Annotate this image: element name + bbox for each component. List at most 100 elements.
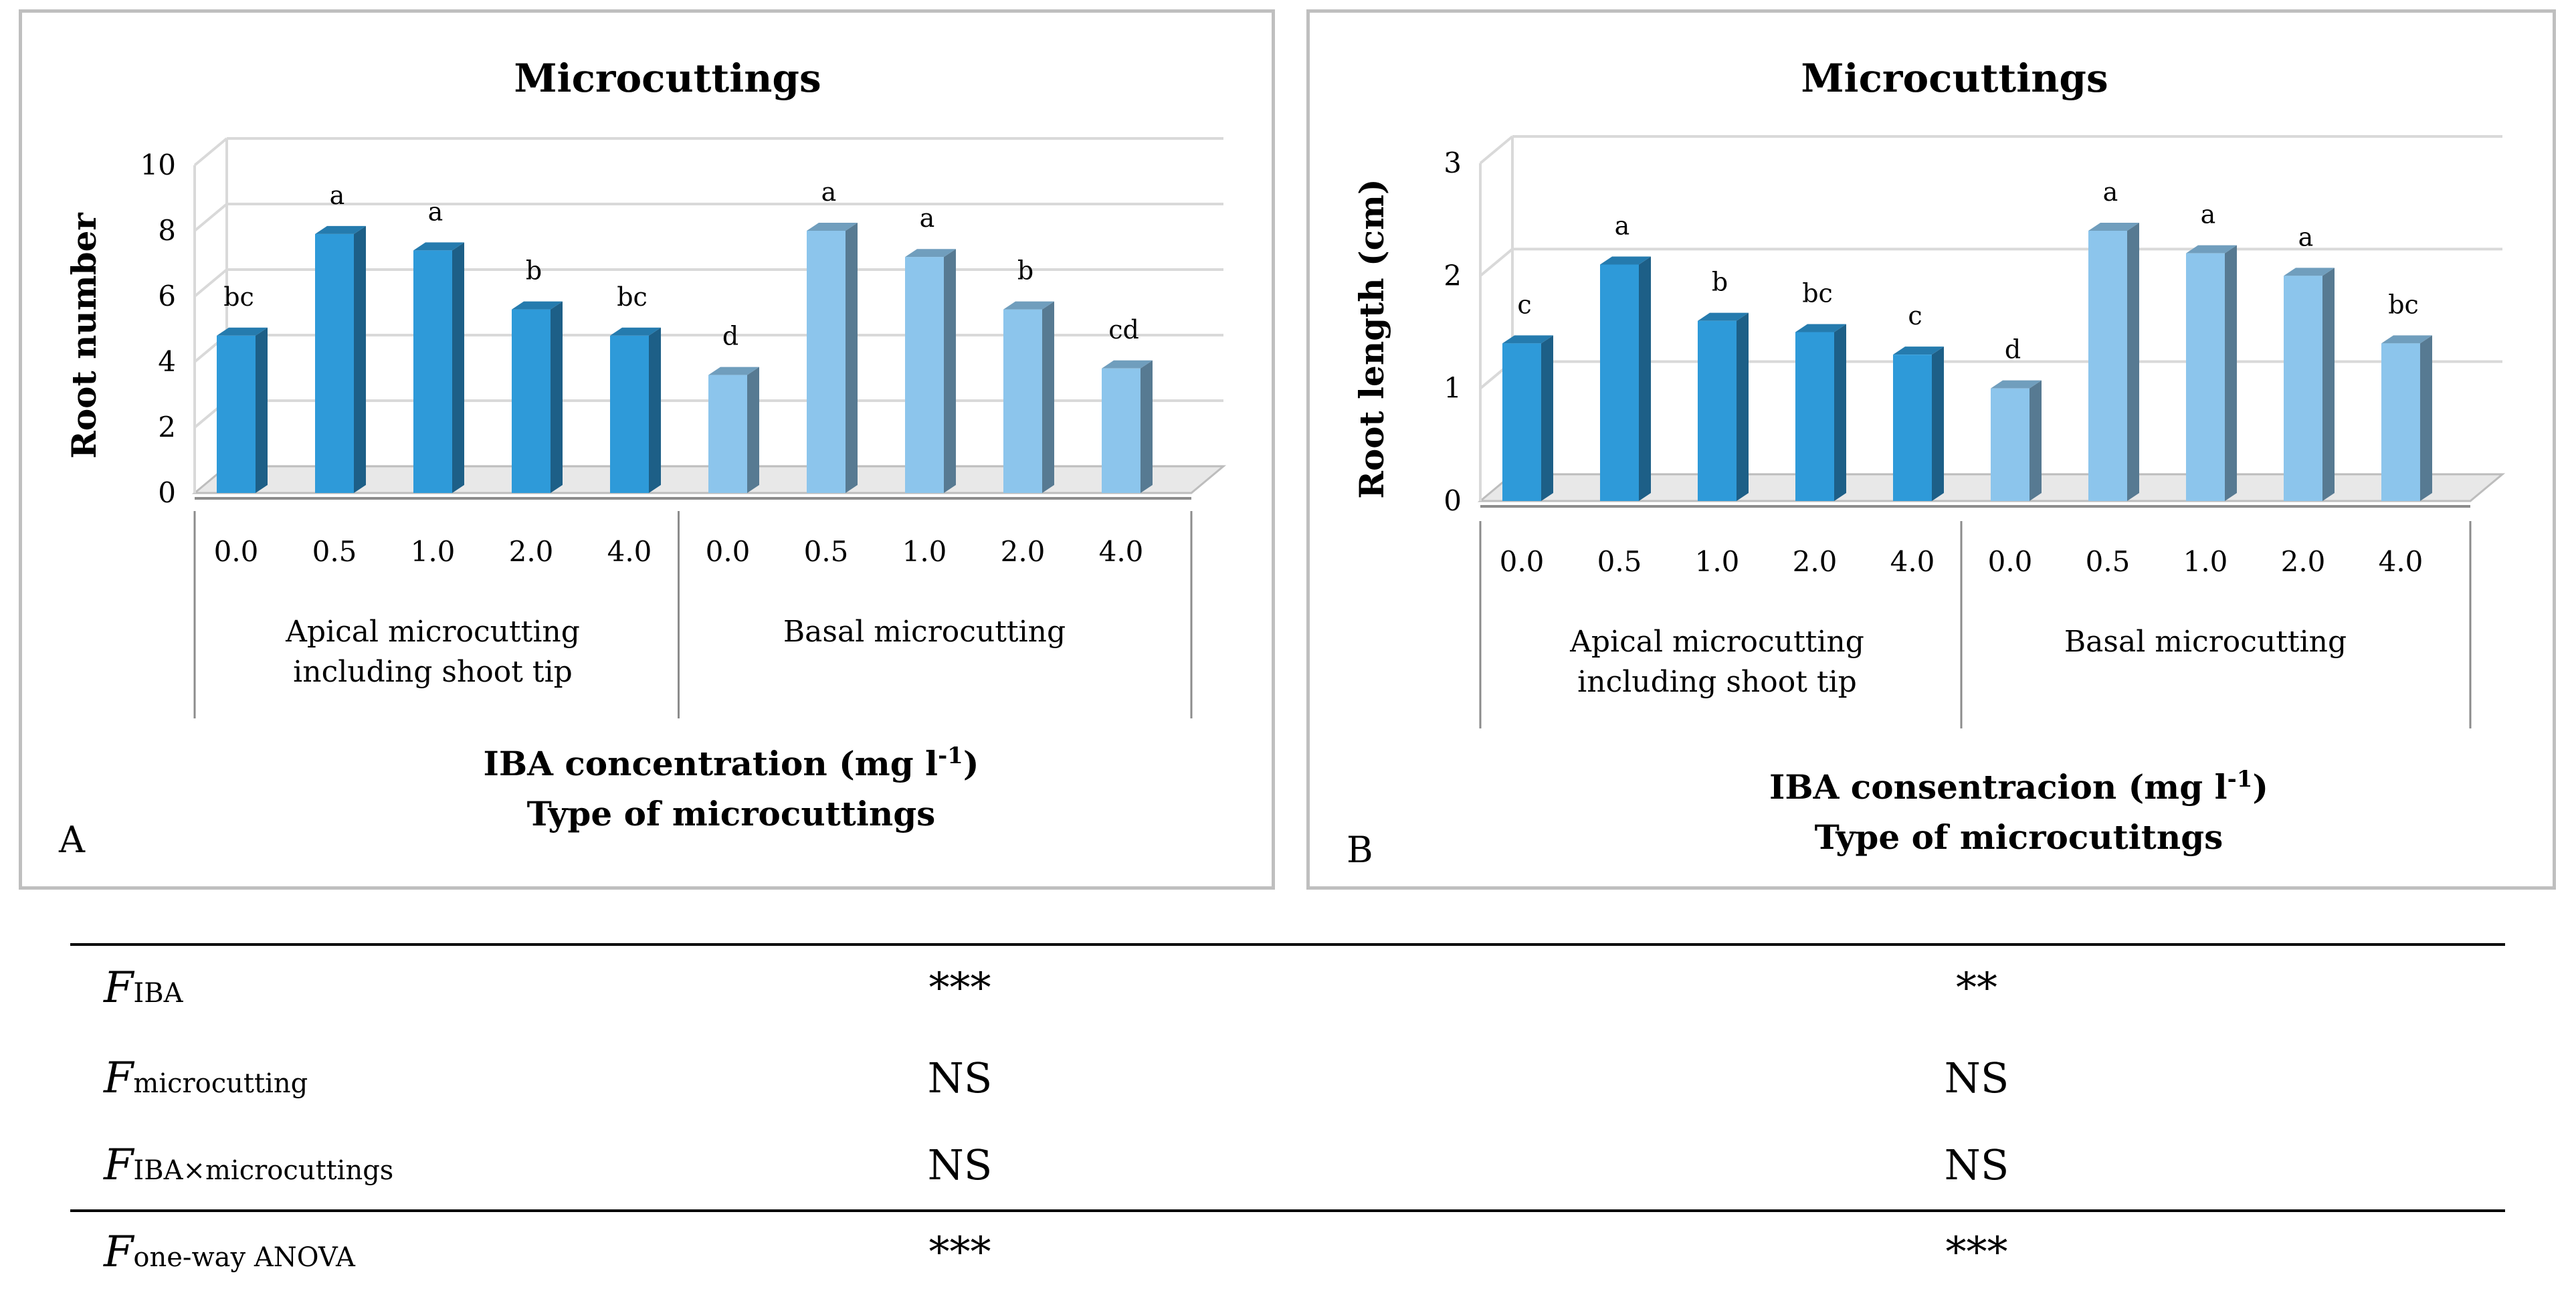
chart-a-svg: Microcuttings Root number 0 2 4 6 8 10 bc 0.0 a 0.5… xyxy=(58,56,1227,861)
x-axis-title-end: ) xyxy=(2252,767,2268,807)
bar-side xyxy=(452,242,464,493)
significance-letter: a xyxy=(2201,200,2216,229)
significance-letter: a xyxy=(920,203,935,233)
bar-side xyxy=(256,327,268,493)
significance-letter: d xyxy=(2005,335,2021,365)
x-tick-label: 1.0 xyxy=(902,535,947,568)
significance-letter: bc xyxy=(617,282,648,312)
table-row: Fone-way ANOVA *** *** xyxy=(70,1227,2505,1288)
chart-panel-a: Microcuttings Root number 0 2 4 6 8 10 bc 0.0 a 0.5… xyxy=(19,9,1275,890)
table-top-rule xyxy=(70,943,2505,946)
bar-top xyxy=(905,249,956,258)
bar-side xyxy=(1932,346,1944,501)
x-axis-title-main: IBA concentration (mg l xyxy=(483,744,938,783)
significance-letter: a xyxy=(2103,177,2118,207)
x-axis-title-end: ) xyxy=(963,744,979,783)
bar-side xyxy=(1042,301,1054,493)
anova-table: FIBA *** ** Fmicrocutting NS NS FIBA×mic… xyxy=(70,943,2505,1291)
chart-title: Microcuttings xyxy=(1801,56,2108,101)
y-axis-label: Root length (cm) xyxy=(1352,179,1391,498)
y-tick-label: 1 xyxy=(1444,372,1462,405)
x-tick-label: 2.0 xyxy=(509,535,554,568)
bar-side xyxy=(1639,256,1651,501)
bar-side xyxy=(2127,223,2139,501)
bar-top xyxy=(413,242,464,251)
panel-label: B xyxy=(1347,829,1373,871)
bar xyxy=(1600,264,1639,501)
bar xyxy=(2186,253,2225,501)
bar-side xyxy=(1141,360,1153,493)
table-row: Fmicrocutting NS NS xyxy=(70,1054,2505,1114)
bar xyxy=(708,375,747,493)
table-row: FIBA×microcuttings NS NS xyxy=(70,1140,2505,1201)
bar-top xyxy=(217,327,268,336)
x-tick-label: 4.0 xyxy=(1099,535,1144,568)
bar-top xyxy=(2186,245,2237,254)
significance-letter: a xyxy=(2298,222,2314,252)
x-tick-label: 0.5 xyxy=(1597,545,1642,578)
root-number-value: NS xyxy=(927,1140,993,1189)
x-axis-subtitle: Type of microcuttings xyxy=(527,794,936,833)
bar xyxy=(807,231,846,493)
bar xyxy=(512,309,551,493)
x-tick-label: 2.0 xyxy=(1001,535,1046,568)
root-number-value: *** xyxy=(928,963,991,1012)
y-tick-label: 10 xyxy=(140,148,176,181)
x-tick-label: 4.0 xyxy=(1890,545,1935,578)
root-number-value: NS xyxy=(927,1054,993,1102)
bar xyxy=(1698,320,1737,501)
bar-top xyxy=(2088,223,2139,231)
bar-side xyxy=(846,223,858,493)
gridline-side xyxy=(1479,247,1514,277)
significance-letter: a xyxy=(821,177,837,207)
x-tick-label: 0.5 xyxy=(804,535,849,568)
bar-top xyxy=(1102,360,1153,369)
bar-side xyxy=(1737,312,1749,501)
gridline-side xyxy=(193,203,228,232)
group-label: including shoot tip xyxy=(1577,665,1857,699)
gridline-side xyxy=(1479,135,1514,165)
y-tick-label: 8 xyxy=(158,214,176,247)
y-tick-label: 0 xyxy=(1444,484,1462,517)
significance-letter: d xyxy=(722,322,738,351)
x-tick-label: 0.0 xyxy=(706,535,751,568)
gridline-side xyxy=(193,268,228,298)
y-axis-label: Root number xyxy=(64,213,104,459)
x-axis-title: IBA consentracion (mg l-1) xyxy=(1769,766,2268,807)
bar xyxy=(1502,343,1541,501)
bar-side xyxy=(2420,335,2432,501)
bar-side xyxy=(944,249,956,493)
significance-letter: bc xyxy=(2388,290,2419,319)
bar-top xyxy=(2381,335,2432,344)
significance-letter: bc xyxy=(1802,279,1833,308)
significance-letter: a xyxy=(1615,211,1630,241)
bar-top xyxy=(1893,346,1944,355)
bar xyxy=(610,335,649,493)
y-tick-label: 4 xyxy=(158,345,176,378)
bar-top xyxy=(807,223,858,231)
bar-side xyxy=(649,327,661,493)
bar-side xyxy=(1834,324,1846,501)
bar-top xyxy=(1502,335,1553,344)
bar xyxy=(2284,276,2322,501)
y-tick-label: 0 xyxy=(158,476,176,509)
x-tick-label: 0.0 xyxy=(214,535,259,568)
x-tick-label: 1.0 xyxy=(1695,545,1740,578)
significance-letter: a xyxy=(330,181,345,210)
group-label: Basal microcutting xyxy=(2064,625,2347,659)
bar-side xyxy=(2029,380,2042,501)
bar-top xyxy=(1003,301,1054,310)
bar xyxy=(217,335,256,493)
significance-letter: b xyxy=(1712,268,1728,297)
y-tick-label: 6 xyxy=(158,280,176,312)
chart-panel-b: Microcuttings Root length (cm) 0 1 2 3 c 0.0 a 0.… xyxy=(1306,9,2556,890)
bar-top xyxy=(512,301,563,310)
x-tick-label: 2.0 xyxy=(1793,545,1838,578)
root-length-value: *** xyxy=(1945,1227,2008,1276)
x-tick-label: 1.0 xyxy=(2183,545,2228,578)
bar xyxy=(413,250,452,493)
x-axis-subtitle: Type of microcutitngs xyxy=(1815,817,2223,857)
chart-b-svg: Microcuttings Root length (cm) 0 1 2 3 c 0.0 a 0.… xyxy=(1347,56,2506,871)
bar-side xyxy=(747,367,759,493)
significance-letter: b xyxy=(1017,256,1033,286)
